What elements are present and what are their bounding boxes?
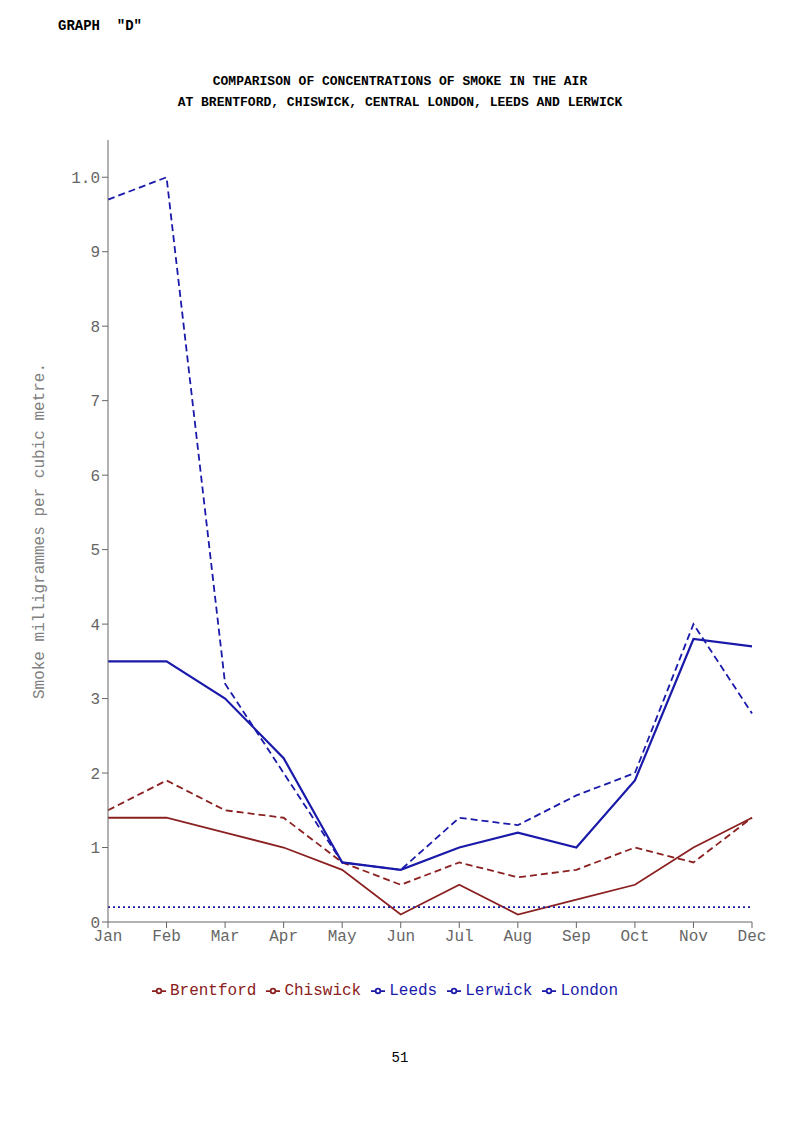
svg-text:2: 2 (90, 766, 100, 784)
svg-text:Smoke milligrammes per cubic m: Smoke milligrammes per cubic metre. (31, 363, 49, 699)
svg-text:5: 5 (90, 542, 100, 560)
html-text:Chiswick: Chiswick (284, 982, 362, 1000)
svg-text:Jul: Jul (445, 928, 474, 946)
svg-text:Oct: Oct (621, 928, 650, 946)
svg-text:Jan: Jan (93, 928, 123, 947)
svg-text:May: May (328, 928, 357, 946)
html-text:GRAPH "D": GRAPH "D" (58, 18, 142, 34)
svg-text:Feb: Feb (152, 928, 181, 946)
svg-text:0: 0 (90, 915, 100, 933)
svg-text:Dec: Dec (738, 928, 767, 946)
html-text:Brentford: Brentford (170, 982, 257, 1000)
html-text:London: London (560, 982, 618, 1000)
svg-text:1.0: 1.0 (71, 170, 100, 188)
svg-text:4: 4 (90, 617, 100, 635)
svg-text:Nov: Nov (679, 928, 708, 946)
svg-text:7: 7 (90, 393, 100, 411)
html-text:COMPARISON OF CONCENTRATIONS O: COMPARISON OF CONCENTRATIONS OF SMOKE IN… (212, 74, 588, 89)
html-text:Leeds: Leeds (389, 982, 438, 1000)
svg-text:Mar: Mar (211, 928, 240, 946)
svg-text:1: 1 (90, 840, 100, 858)
html-text:AT BRENTFORD, CHISWICK, CENTRA: AT BRENTFORD, CHISWICK, CENTRAL LONDON, … (177, 95, 623, 110)
svg-text:Apr: Apr (269, 928, 298, 946)
svg-text:9: 9 (90, 244, 100, 262)
svg-text:Sep: Sep (562, 928, 591, 946)
svg-text:8: 8 (90, 319, 100, 337)
svg-text:Aug: Aug (503, 928, 532, 946)
svg-text:Jun: Jun (386, 928, 415, 946)
html-text:51: 51 (391, 1050, 409, 1066)
svg-text:3: 3 (90, 691, 100, 709)
svg-text:6: 6 (90, 468, 100, 486)
html-text:Lerwick: Lerwick (465, 982, 533, 1000)
